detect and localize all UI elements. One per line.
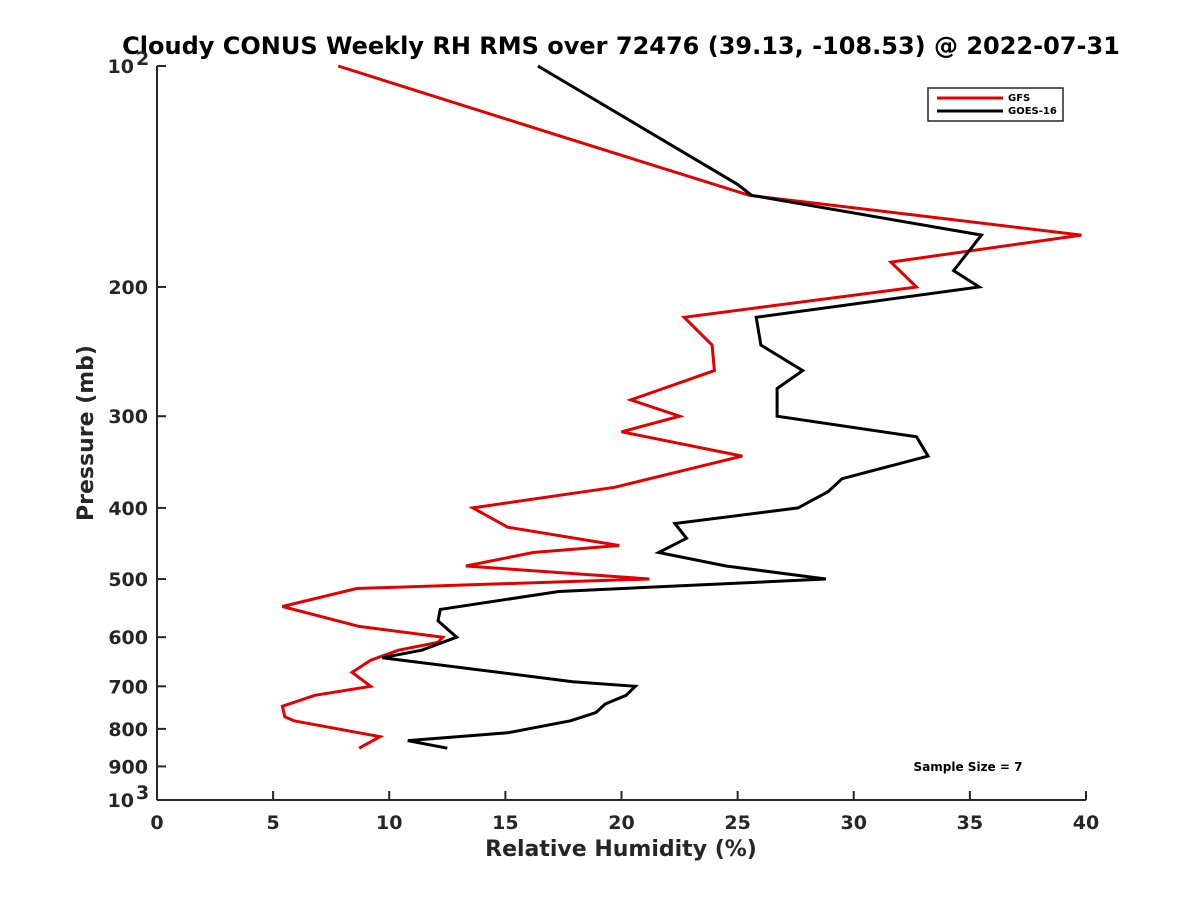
x-tick-label: 40 [1073,812,1099,834]
x-tick-label: 15 [492,812,518,834]
y-tick-label: 400 [108,498,148,520]
legend: GFS GOES-16 [927,87,1064,122]
legend-label-goes16: GOES-16 [1008,106,1057,117]
y-tick-label: 200 [108,277,148,299]
x-tick-label: 0 [150,812,163,834]
y-tick-label: 800 [108,719,148,741]
y-tick-label: 900 [108,756,148,778]
x-tick-label: 35 [957,812,983,834]
x-tick-label: 10 [376,812,402,834]
sample-size-annotation: Sample Size = 7 [914,760,1023,774]
y-axis-label: Pressure (mb) [74,345,99,521]
legend-label-gfs: GFS [1008,93,1030,104]
y-tick-label: 10 [108,790,134,812]
chart-title: Cloudy CONUS Weekly RH RMS over 72476 (3… [122,32,1120,60]
x-axis-label: Relative Humidity (%) [485,837,757,862]
y-tick-label: 10 [108,56,134,78]
series-line-gfs [280,64,1082,750]
x-tick-label: 25 [724,812,750,834]
y-tick-label: 700 [108,676,148,698]
series-line-goes16 [382,64,985,750]
y-tick-label: 300 [108,406,148,428]
y-tick-label: 500 [108,569,148,591]
y-tick-label: 600 [108,627,148,649]
x-tick-label: 5 [267,812,280,834]
x-tick-label: 20 [608,812,634,834]
y-tick-exponent: 2 [136,48,149,70]
series-layer [280,64,1082,750]
legend-box [927,87,1064,122]
x-ticks: 0 5 10 15 20 25 30 35 40 [150,791,1099,834]
y-tick-exponent: 3 [136,782,149,804]
x-tick-label: 30 [841,812,867,834]
